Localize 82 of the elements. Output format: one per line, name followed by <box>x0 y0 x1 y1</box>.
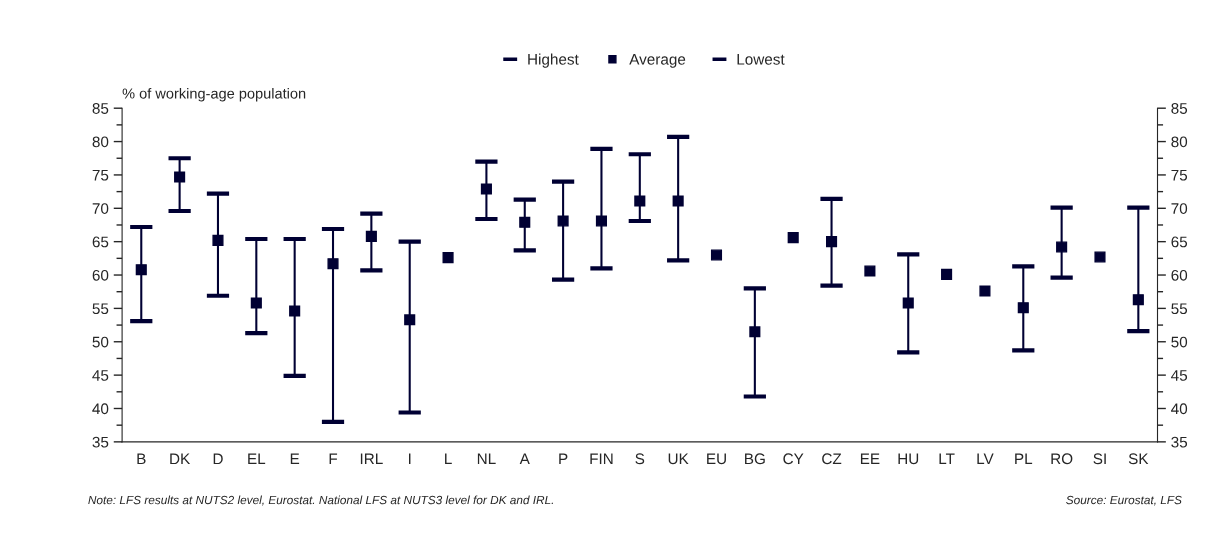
x-tick-label: BG <box>745 453 765 465</box>
x-tick-label: HU <box>898 453 919 465</box>
legend-label: Average <box>629 54 686 68</box>
x-tick-label: EL <box>248 453 266 465</box>
point <box>787 232 799 244</box>
y-tick-label: 85 <box>92 103 109 114</box>
y-tick-label: 80 <box>92 136 109 148</box>
y2-tick-label: 55 <box>1171 303 1188 315</box>
text: Lowest <box>737 54 785 65</box>
y2-tick-label: 85 <box>1171 103 1188 114</box>
y-tick-label: 50 <box>92 336 109 348</box>
x-tick-label: SK <box>1128 453 1149 465</box>
point <box>672 195 684 207</box>
x-tick-label: SI <box>1093 453 1106 465</box>
y2-tick-label: 50 <box>1171 336 1188 348</box>
x-tick-label: EE <box>860 453 880 465</box>
x-tick-label: RO <box>1051 453 1073 465</box>
y2-tick-label: 40 <box>1171 403 1188 415</box>
point <box>442 252 454 264</box>
x-tick-label: CY <box>783 453 804 465</box>
y2-tick-label: 65 <box>1171 236 1188 248</box>
y-tick-label: 60 <box>92 269 109 281</box>
point <box>825 236 838 248</box>
source-note: Source: Eurostat, LFS <box>1066 495 1182 506</box>
x-tick-label: DK <box>170 453 191 465</box>
x-tick-label: FIN <box>590 453 613 465</box>
x-tick-label: L <box>445 453 452 465</box>
point <box>595 215 608 227</box>
point <box>174 171 186 183</box>
point <box>480 183 492 195</box>
y2-tick-label: 60 <box>1171 269 1188 281</box>
x-tick-label: UK <box>668 453 689 465</box>
x-tick-label: I <box>409 453 411 465</box>
point <box>404 314 416 326</box>
text: Note: LFS results at NUTS2 level, Eurostat. National LFS at NUTS3 level for DK and IRL. <box>88 495 553 506</box>
point <box>557 215 569 227</box>
y2-tick-label: 80 <box>1171 136 1188 148</box>
point <box>941 268 953 280</box>
x-tick-label: IRL <box>360 453 383 465</box>
x-tick-label: S <box>635 453 645 465</box>
point <box>749 326 761 338</box>
point <box>1056 241 1068 253</box>
y-tick-label: 35 <box>92 436 109 448</box>
x-tick-label: D <box>213 453 223 465</box>
y-tick-label: 55 <box>92 303 109 315</box>
x-tick-label: F <box>329 453 338 465</box>
y2-tick-label: 75 <box>1171 169 1188 181</box>
point <box>634 195 646 207</box>
point <box>365 230 377 242</box>
text: Highest <box>528 53 579 68</box>
y-tick-label: 70 <box>92 203 109 214</box>
x-tick-label: B <box>137 453 146 465</box>
x-tick-label: EU <box>707 453 726 465</box>
point <box>135 264 147 276</box>
y2-tick-label: 45 <box>1171 370 1188 381</box>
y-tick-label: 40 <box>92 403 109 415</box>
point <box>250 297 262 309</box>
point <box>212 234 224 246</box>
point <box>519 216 531 228</box>
x-tick-label: A <box>519 453 530 465</box>
point <box>289 305 301 317</box>
x-tick-label: LV <box>977 453 994 465</box>
x-tick-label: CZ <box>822 453 842 465</box>
point <box>710 249 723 261</box>
y2-tick-label: 35 <box>1171 436 1188 448</box>
y-tick-label: 65 <box>92 236 109 248</box>
point <box>1094 251 1106 263</box>
x-tick-label: LT <box>939 453 955 465</box>
point <box>1132 294 1144 306</box>
y-tick-label: 45 <box>92 370 109 381</box>
point <box>902 297 914 309</box>
x-tick-label: NL <box>477 453 496 465</box>
y-axis-title: % of working-age population <box>122 87 306 102</box>
x-tick-label: PL <box>1015 453 1033 465</box>
point <box>864 265 876 277</box>
y2-tick-label: 70 <box>1171 203 1188 214</box>
x-tick-label: E <box>290 453 300 465</box>
point <box>327 258 339 270</box>
point <box>979 285 991 297</box>
y-tick-label: 75 <box>92 169 109 181</box>
point <box>1017 302 1029 314</box>
x-tick-label: P <box>559 453 568 465</box>
